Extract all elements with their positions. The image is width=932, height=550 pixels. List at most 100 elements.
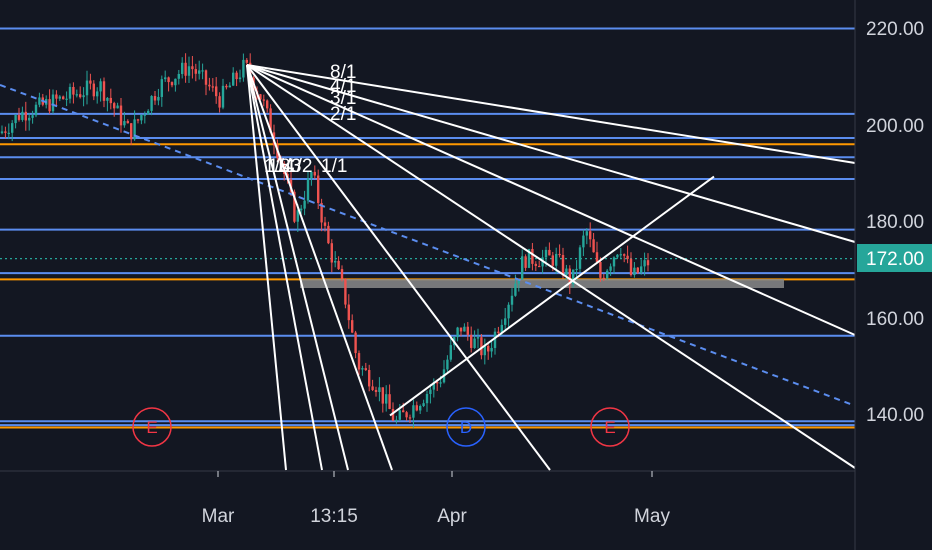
event-markers[interactable]: E D E <box>132 407 630 447</box>
candle-body <box>208 84 211 87</box>
earnings-marker-1[interactable]: E <box>132 407 172 447</box>
candle-body <box>449 345 452 360</box>
fan-label-1-2: 1/2 <box>286 156 312 177</box>
candle-body <box>374 389 378 392</box>
candle-body <box>242 59 245 78</box>
candle-body <box>48 99 51 112</box>
candle-body <box>470 334 473 348</box>
candle-body <box>85 80 89 96</box>
candle-body <box>215 86 218 97</box>
fan-label-1-3: 1/3 <box>275 156 301 177</box>
candle-body <box>531 248 534 264</box>
candle-body <box>160 79 163 97</box>
candle-body <box>575 268 578 271</box>
candle-body <box>636 267 639 273</box>
y-tick-label: 160.00 <box>866 309 924 330</box>
candlestick-series <box>0 53 650 428</box>
fan-label-4-1: 4/1 <box>330 76 356 97</box>
candle-body <box>51 94 55 112</box>
candle-body <box>330 243 333 263</box>
candle-body <box>68 86 72 99</box>
candle-body <box>347 304 350 321</box>
candle-body <box>191 66 194 70</box>
candle-body <box>17 115 21 120</box>
candle-body <box>181 62 184 74</box>
candle-body <box>170 82 174 86</box>
gann-fan-line <box>246 64 856 243</box>
candle-body <box>623 254 626 256</box>
candle-body <box>164 77 167 80</box>
candle-body <box>548 249 551 256</box>
candle-body <box>429 389 432 394</box>
candle-body <box>504 318 507 325</box>
candle-body <box>269 108 272 133</box>
candle-body <box>361 368 364 370</box>
candle-body <box>616 254 619 258</box>
fan-label-3-1: 3/1 <box>330 88 356 109</box>
candle-body <box>578 247 582 269</box>
candle-body <box>514 283 517 296</box>
candle-body <box>398 410 401 420</box>
dividend-marker[interactable]: D <box>446 407 486 447</box>
candle-body <box>551 255 554 266</box>
candle-body <box>58 96 61 99</box>
candle-body <box>582 235 585 248</box>
candle-body <box>388 394 391 409</box>
candle-body <box>109 97 112 104</box>
candle-body <box>592 239 595 253</box>
candle-body <box>510 295 514 305</box>
y-tick-label: 180.00 <box>866 212 924 233</box>
candle-body <box>262 99 265 101</box>
candle-body <box>629 258 633 276</box>
candle-body <box>463 326 466 332</box>
candle-body <box>14 115 17 124</box>
candle-body <box>106 97 109 101</box>
candle-body <box>602 277 605 280</box>
x-tick-label: May <box>634 506 670 527</box>
candle-body <box>493 331 497 348</box>
candle-body <box>572 269 575 285</box>
gann-fan <box>246 64 856 471</box>
earnings-marker-2-letter: E <box>604 418 615 437</box>
candle-body <box>266 100 269 109</box>
candle-body <box>306 178 310 201</box>
candle-body <box>194 69 197 74</box>
candle-body <box>334 260 337 263</box>
candle-body <box>167 77 170 83</box>
time-axis[interactable]: Mar 13:15 Apr May <box>202 471 671 527</box>
candle-body <box>133 119 136 140</box>
candle-body <box>293 191 296 222</box>
candle-body <box>82 95 85 98</box>
candle-body <box>357 353 361 370</box>
candle-body <box>102 81 106 101</box>
candle-body <box>619 254 622 256</box>
candle-body <box>446 359 449 370</box>
candle-body <box>187 66 191 76</box>
candle-body <box>79 94 82 98</box>
candle-body <box>150 96 153 111</box>
candle-body <box>38 97 41 105</box>
candle-body <box>456 327 459 338</box>
candle-body <box>28 117 31 121</box>
trendlines <box>0 83 856 417</box>
candle-body <box>96 91 99 97</box>
candle-body <box>371 386 374 390</box>
candle-body <box>89 80 92 84</box>
candle-body <box>174 78 177 86</box>
candle-body <box>140 115 143 121</box>
candle-body <box>136 119 140 121</box>
candle-body <box>487 345 490 352</box>
last-price-label: 172.00 <box>866 249 924 270</box>
earnings-marker-2[interactable]: E <box>590 407 630 447</box>
candle-body <box>99 81 102 92</box>
x-tick-label: Mar <box>202 506 235 527</box>
price-axis[interactable]: 220.00 200.00 180.00 160.00 140.00 172.0… <box>857 19 932 426</box>
candle-body <box>0 131 4 134</box>
candle-body <box>521 256 524 280</box>
candle-body <box>344 278 347 305</box>
candle-body <box>595 252 599 263</box>
candle-body <box>385 394 388 404</box>
candle-body <box>113 103 116 109</box>
dashed-trendline <box>0 83 856 407</box>
